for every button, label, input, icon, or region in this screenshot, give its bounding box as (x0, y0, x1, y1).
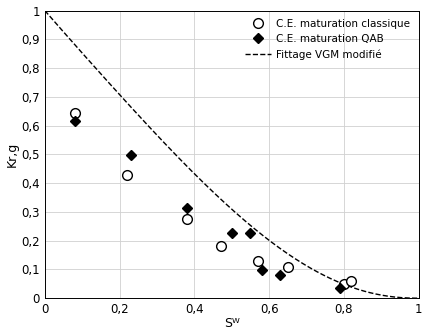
Fittage VGM modifié (244, 221, 250, 225)
C.E. maturation QAB (338, 286, 343, 290)
C.E. maturation classique (218, 244, 223, 248)
Fittage VGM modifié (42, 8, 48, 12)
C.E. maturation classique (285, 264, 291, 268)
C.E. maturation QAB (278, 273, 283, 277)
C.E. maturation classique (72, 111, 77, 115)
Fittage VGM modifié (407, 296, 412, 300)
C.E. maturation classique (342, 282, 347, 286)
Line: C.E. maturation QAB: C.E. maturation QAB (71, 118, 344, 292)
Line: Fittage VGM modifié: Fittage VGM modifié (45, 10, 419, 298)
C.E. maturation classique (349, 279, 354, 283)
C.E. maturation QAB (229, 232, 234, 236)
Fittage VGM modifié (265, 237, 270, 241)
C.E. maturation QAB (259, 268, 264, 272)
Legend: C.E. maturation classique, C.E. maturation QAB, Fittage VGM modifié: C.E. maturation classique, C.E. maturati… (242, 16, 413, 63)
X-axis label: Sᵂ: Sᵂ (224, 318, 240, 330)
Fittage VGM modifié (416, 296, 421, 300)
Line: C.E. maturation classique: C.E. maturation classique (70, 108, 356, 289)
C.E. maturation classique (125, 172, 130, 176)
C.E. maturation classique (184, 217, 190, 221)
C.E. maturation QAB (72, 119, 77, 123)
Fittage VGM modifié (222, 201, 227, 205)
C.E. maturation QAB (184, 206, 190, 210)
Fittage VGM modifié (220, 199, 225, 203)
C.E. maturation classique (256, 259, 261, 263)
Fittage VGM modifié (349, 285, 354, 289)
Y-axis label: Kr,g: Kr,g (6, 142, 18, 167)
C.E. maturation QAB (248, 232, 253, 236)
C.E. maturation QAB (128, 153, 134, 157)
